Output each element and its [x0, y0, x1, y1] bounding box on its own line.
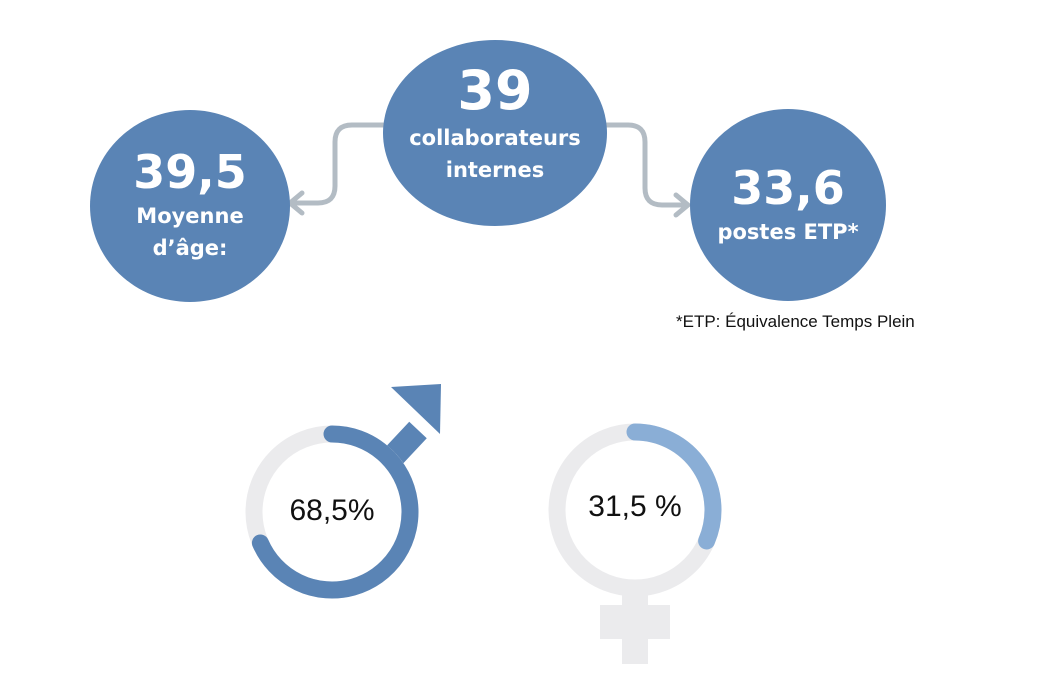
male-arrow-head [391, 384, 441, 434]
connector [289, 122, 386, 206]
stat-number: 33,6 [731, 161, 845, 215]
arrow-head [287, 190, 305, 216]
stat: 33,6 postes ETP* [690, 160, 886, 248]
stat-circle [690, 109, 886, 301]
gauge-label: 31,5 % [588, 490, 682, 523]
stat-number: 39 [457, 59, 533, 122]
female-cross [600, 605, 670, 639]
stat: 39,5 Moyenne d’âge: [90, 144, 290, 264]
stat-number: 39,5 [133, 145, 247, 199]
stat-circle [383, 40, 607, 226]
gauge-arc [251, 425, 419, 599]
footnote: *ETP: Équivalence Temps Plein [676, 312, 915, 331]
arrow-head [673, 192, 691, 218]
gauge-arc [626, 423, 722, 550]
gauge-label: 68,5% [289, 494, 375, 527]
stat: 39 collaborateurs internes [383, 60, 607, 186]
stat-label: postes ETP* [717, 220, 859, 244]
connector [604, 122, 689, 208]
stat-label: Moyenne d’âge: [136, 204, 244, 260]
stat-circle [90, 110, 290, 302]
stat-label: collaborateurs internes [409, 126, 581, 182]
